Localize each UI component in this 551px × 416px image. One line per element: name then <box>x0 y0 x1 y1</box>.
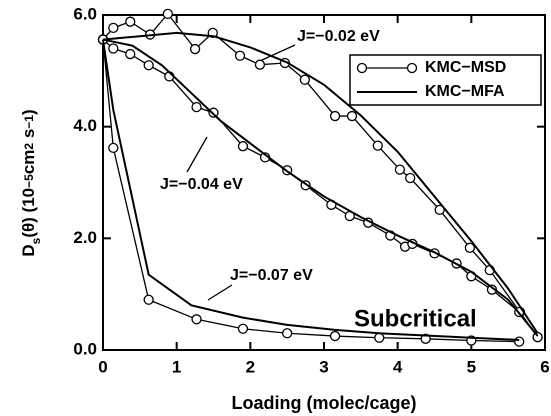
data-point <box>108 22 119 33</box>
y-axis-label-part: D <box>19 244 38 256</box>
y-tick-label: 4.0 <box>73 116 97 135</box>
data-point <box>514 336 525 347</box>
y-axis-label-part: ) <box>19 109 38 115</box>
x-axis-label: Loading (molec/cage) <box>231 393 416 413</box>
data-point <box>346 110 358 122</box>
y-axis-label-part: −5 <box>22 174 36 188</box>
data-point <box>125 48 136 60</box>
data-point <box>237 323 249 334</box>
x-tick-label: 4 <box>393 357 403 376</box>
annotation-arrow <box>186 136 208 173</box>
y-tick-label: 0.0 <box>73 339 97 358</box>
y-axis-label-part: cm <box>19 150 38 175</box>
y-axis-label-part: (θ) (10 <box>19 188 38 238</box>
x-tick-label: 1 <box>172 357 181 376</box>
legend-marker <box>356 62 368 74</box>
annotation: J=−0.02 eV <box>297 28 380 45</box>
y-axis-label-part: 2 <box>22 143 36 150</box>
data-point <box>189 43 201 55</box>
data-point <box>372 140 383 151</box>
data-point <box>405 172 416 184</box>
annotation: Subcritical <box>354 305 477 332</box>
data-point <box>374 332 385 343</box>
x-tick-label: 2 <box>246 357 255 376</box>
annotation: J=−0.04 eV <box>160 176 243 193</box>
y-tick-label: 6.0 <box>73 4 97 23</box>
data-point <box>234 50 246 61</box>
x-tick-label: 0 <box>98 357 107 376</box>
legend-label: KMC−MFA <box>425 83 505 100</box>
data-point <box>162 8 173 20</box>
data-point <box>108 142 119 154</box>
y-axis-label: Ds(θ) (10−5cm2 s−1) <box>19 109 43 256</box>
data-point <box>125 16 136 27</box>
x-tick-label: 3 <box>319 357 328 376</box>
y-axis-label-part: s <box>29 237 43 244</box>
legend-marker <box>406 62 418 74</box>
data-point <box>254 59 266 70</box>
data-point <box>394 164 406 175</box>
legend-box <box>349 54 542 106</box>
data-point <box>299 74 310 85</box>
data-point <box>464 242 476 253</box>
data-point <box>191 101 202 113</box>
annotation: J=−0.07 eV <box>230 267 313 284</box>
series-line <box>102 39 520 341</box>
x-tick-label: 6 <box>540 357 549 376</box>
data-point <box>282 328 293 339</box>
annotation-arrow <box>207 284 233 301</box>
annotation-arrow <box>261 44 296 61</box>
data-point <box>237 141 249 152</box>
y-axis-label-part: −1 <box>22 115 36 129</box>
data-point <box>434 204 445 216</box>
y-axis-label-part: s <box>19 129 38 143</box>
data-point <box>329 110 341 122</box>
data-point <box>108 43 119 54</box>
y-tick-label: 2.0 <box>73 228 97 247</box>
data-point <box>143 294 154 305</box>
series-line <box>102 31 539 334</box>
data-point <box>191 314 202 325</box>
series-line <box>102 38 539 337</box>
data-point <box>329 330 341 342</box>
legend-label: KMC−MSD <box>425 59 506 76</box>
data-point <box>532 332 543 343</box>
data-point <box>143 60 154 71</box>
x-tick-label: 5 <box>467 357 476 376</box>
